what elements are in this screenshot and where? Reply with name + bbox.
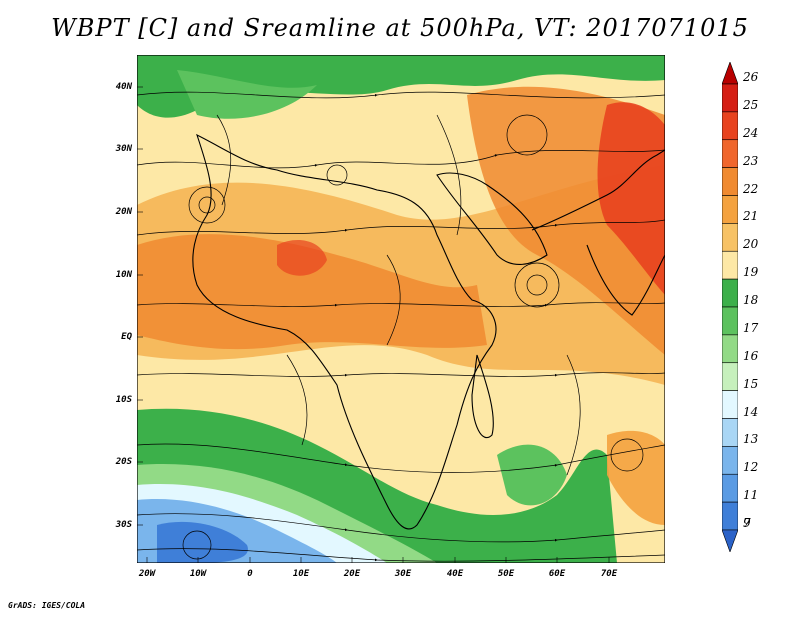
lat-tick-label: 30S [115,520,132,530]
lon-tick-label: 10E [292,569,310,579]
lon-tick-label: 10W [189,569,207,579]
colorbar-box [722,223,738,252]
colorbar-box [722,139,738,168]
lon-tick-label: 20E [343,569,361,579]
colorbar-box [722,306,738,336]
colorbar-label: 12 [743,460,759,475]
colorbar-label: 24 [743,125,759,140]
colorbar-label: 13 [743,432,759,447]
lon-tick-label: 20W [138,569,156,579]
colorbar-label: 22 [743,181,759,196]
graticule [137,86,610,563]
warm-patch-south-indian [607,430,665,525]
colorbar-box [722,473,738,503]
colorbar-label: 7 [743,516,751,530]
streamlines [137,91,665,562]
lat-tick-label: 10N [115,270,132,280]
colorbar-box [722,250,738,280]
green-band-north [137,55,665,118]
colorbar-box [722,390,738,419]
colorbar-box [722,195,738,224]
lat-tick-label: EQ [121,332,132,342]
colorbar-box [722,167,738,196]
colorbar-box [722,418,738,447]
colorbar-label: 14 [743,404,759,419]
colorbar-box [722,446,738,475]
colorbar [722,62,738,552]
colorbar-box [722,83,738,113]
colorbar-label: 26 [743,70,759,84]
colorbar-box [722,501,738,531]
lon-tick-label: 0 [247,569,253,579]
colorbar-box [722,334,738,364]
colorbar-label: 20 [743,237,759,252]
lon-tick-label: 60E [548,569,566,579]
lat-tick-label: 20N [115,207,132,217]
lon-tick-label: 40E [446,569,464,579]
colorbar-label: 15 [743,376,759,391]
colorbar-top-arrow [722,62,738,85]
colorbar-box [722,278,738,308]
colorbar-label: 9 [743,516,751,531]
map-title: WBPT [C] and Sreamline at 500hPa, VT: 20… [51,14,749,42]
hot-core-northeast [597,102,665,296]
lat-tick-label: 30N [115,144,132,154]
lon-tick-label: 50E [497,569,515,579]
colorbar-box [722,362,738,391]
colorbar-label: 21 [743,209,759,224]
hot-spot-sahel [277,240,327,276]
warm-core-west [137,234,487,350]
lon-tick-label: 70E [600,569,618,579]
lat-tick-label: 20S [115,457,132,467]
colorbar-label: 25 [743,97,759,112]
lat-tick-label: 40N [115,82,132,92]
colorbar-label: 18 [743,293,759,308]
coastlines [192,133,665,530]
colorbar-box [722,111,738,141]
grads-credit: GrADS: IGES/COLA [8,601,86,610]
green-patch-indian [497,444,567,506]
colorbar-label: 11 [743,488,759,503]
lon-tick-label: 30E [394,569,412,579]
colorbar-label: 17 [743,320,759,335]
colorbar-bottom-arrow [722,529,738,552]
deep-blue-core [157,521,248,563]
colorbar-label: 16 [743,348,759,363]
colorbar-label: 23 [743,153,759,168]
wbpt-streamline-map [137,55,665,563]
colorbar-label: 19 [743,265,759,280]
lat-tick-label: 10S [115,395,132,405]
